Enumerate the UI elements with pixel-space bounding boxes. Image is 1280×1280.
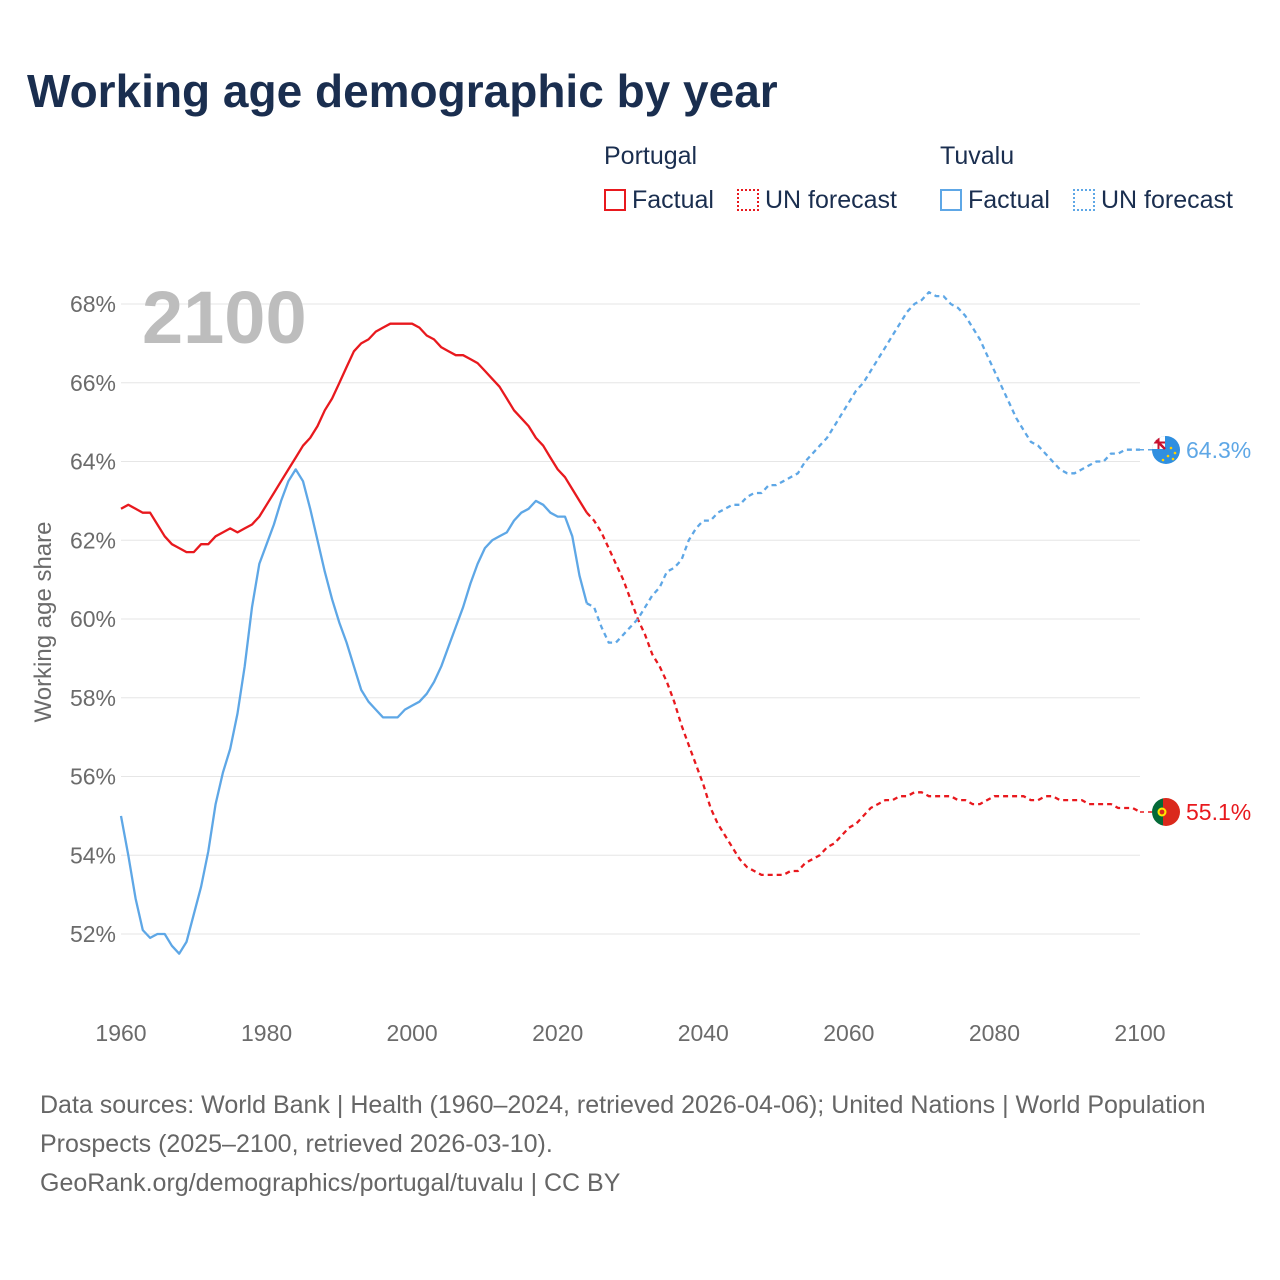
legend-swatch-solid — [604, 189, 626, 211]
legend-group-tuvalu: Tuvalu — [940, 142, 1015, 170]
series-line-tuvalu-factual — [119, 468, 588, 955]
x-tick-label: 2000 — [387, 1020, 438, 1046]
x-tick-label: 2060 — [823, 1020, 874, 1046]
x-tick-label: 2040 — [678, 1020, 729, 1046]
end-label-tuvalu: 64.3% — [1186, 437, 1251, 463]
legend-label: UN forecast — [765, 185, 897, 214]
x-tick-label: 2080 — [969, 1020, 1020, 1046]
y-tick-label: 64% — [70, 449, 116, 475]
legend-label: Factual — [968, 185, 1050, 214]
series-lines — [119, 291, 1152, 955]
y-tick-label: 56% — [70, 764, 116, 790]
portugal-flag-icon — [1152, 798, 1180, 826]
end-label-portugal: 55.1% — [1186, 799, 1251, 825]
legend-item-portugal-forecast[interactable]: UN forecast — [737, 184, 897, 216]
year-watermark: 2100 — [142, 276, 307, 359]
x-tick-label: 2020 — [532, 1020, 583, 1046]
source-note: Data sources: World Bank | Health (1960–… — [40, 1086, 1240, 1203]
legend-item-tuvalu-factual[interactable]: Factual — [940, 184, 1050, 216]
line-chart: 2100 52% 54% 56% 58% 60% 62% 64% 66% 68% 1960 198… — [30, 276, 1251, 1046]
legend-label: UN forecast — [1101, 185, 1233, 214]
y-tick-label: 60% — [70, 606, 116, 632]
gridlines — [121, 303, 1140, 935]
legend-item-tuvalu-forecast[interactable]: UN forecast — [1073, 184, 1233, 216]
x-tick-label: 1980 — [241, 1020, 292, 1046]
y-tick-label: 54% — [70, 842, 116, 868]
legend-item-portugal-factual[interactable]: Factual — [604, 184, 714, 216]
y-tick-label: 66% — [70, 370, 116, 396]
legend-swatch-solid — [940, 189, 962, 211]
chart-title: Working age demographic by year — [27, 65, 778, 117]
y-tick-label: 52% — [70, 921, 116, 947]
x-tick-label: 1960 — [95, 1020, 146, 1046]
series-line-portugal-forecast — [585, 511, 1141, 877]
attribution-line: GeoRank.org/demographics/portugal/tuvalu… — [40, 1169, 621, 1197]
legend-group-portugal: Portugal — [604, 142, 698, 170]
legend-swatch-dotted — [1073, 189, 1095, 211]
legend-swatch-dotted — [737, 189, 759, 211]
y-tick-label: 68% — [70, 291, 116, 317]
y-tick-label: 62% — [70, 527, 116, 553]
series-line-tuvalu-forecast — [586, 291, 1140, 644]
source-line: Data sources: World Bank | Health (1960–… — [40, 1091, 1206, 1158]
y-axis-title: Working age share — [30, 522, 57, 723]
legend-label: Factual — [632, 185, 714, 214]
y-axis: 52% 54% 56% 58% 60% 62% 64% 66% 68% — [70, 291, 116, 947]
tuvalu-flag-icon — [1152, 436, 1180, 464]
series-line-portugal-factual — [120, 322, 588, 554]
y-tick-label: 58% — [70, 685, 116, 711]
x-tick-label: 2100 — [1114, 1020, 1165, 1046]
x-axis: 1960 1980 2000 2020 2040 2060 2080 2100 — [95, 1020, 1165, 1046]
